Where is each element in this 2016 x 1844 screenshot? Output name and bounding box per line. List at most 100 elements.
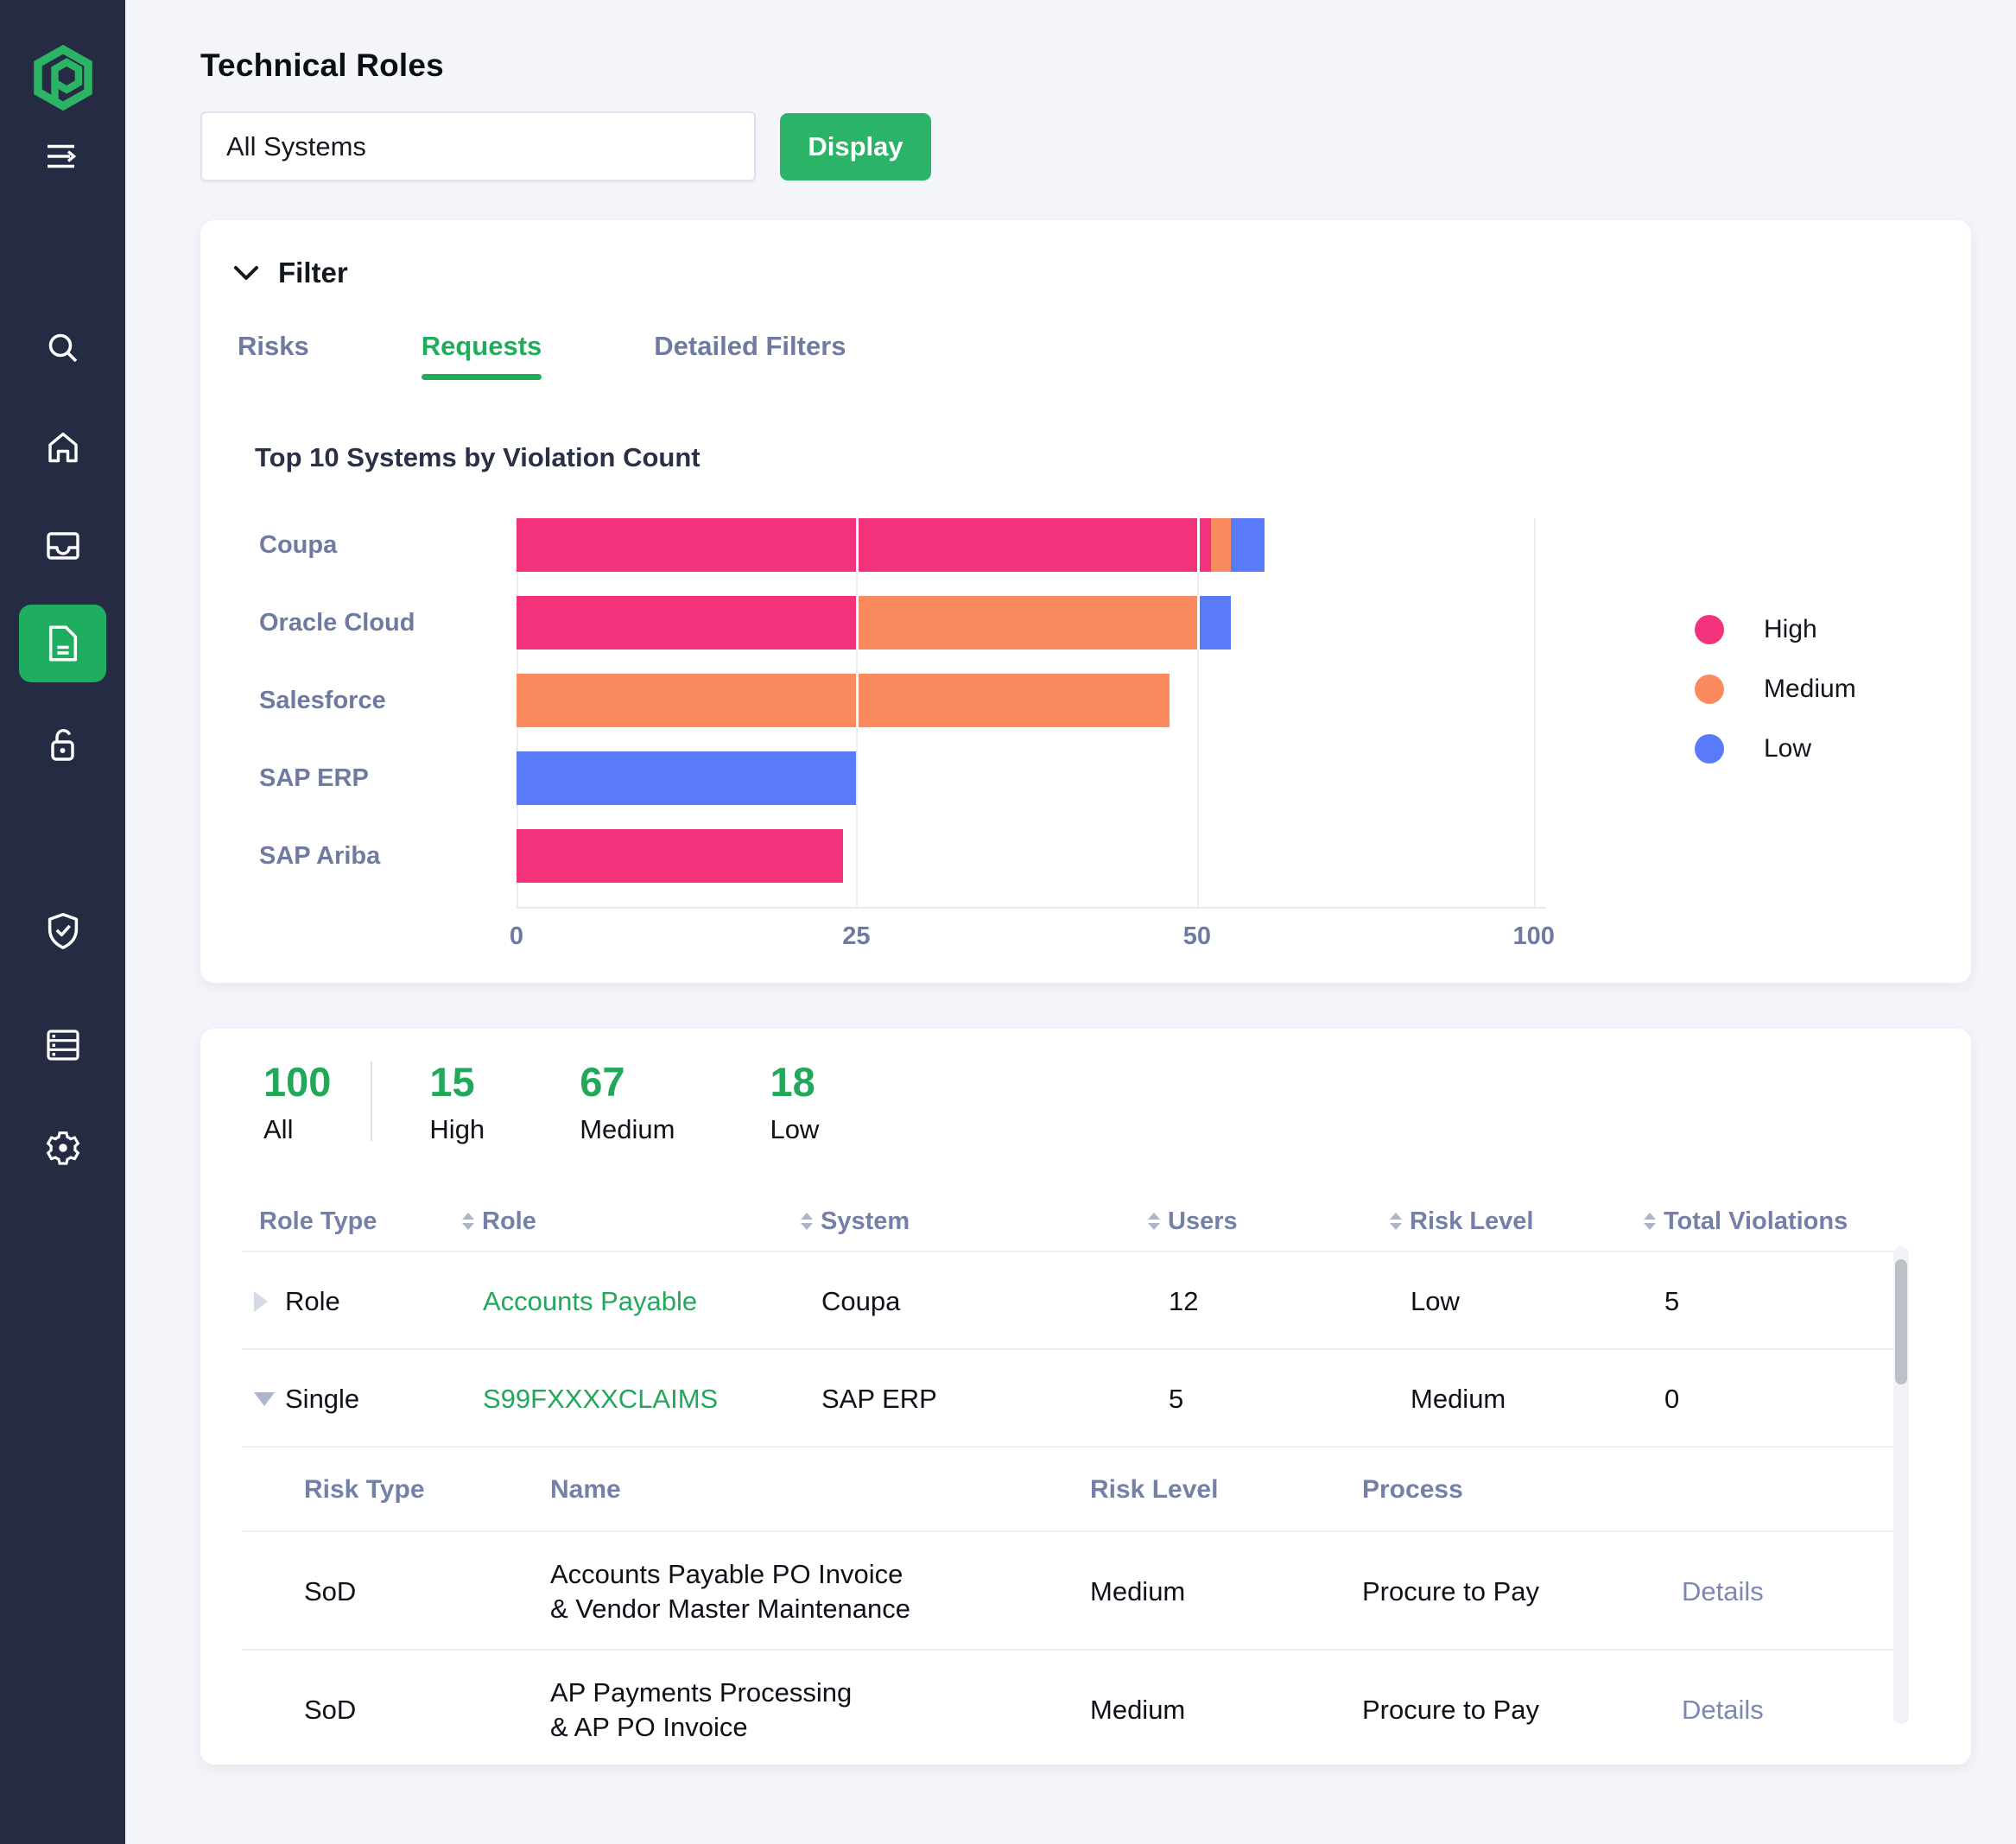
servers-icon[interactable] [45, 1029, 81, 1061]
sort-up-triangle [1644, 1213, 1656, 1220]
column-header-role[interactable]: Role [462, 1207, 801, 1236]
bar-segment-medium [517, 674, 1170, 727]
sort-icon[interactable] [1148, 1213, 1160, 1230]
chart-legend: High Medium Low [1695, 615, 1856, 907]
table-scrollbar-thumb[interactable] [1895, 1259, 1907, 1385]
cell-role-type: Role [285, 1285, 340, 1316]
stat-value: 67 [580, 1059, 625, 1105]
triangle-down-icon [254, 1391, 275, 1406]
stat-label: All [263, 1114, 294, 1144]
details-link[interactable]: Details [1682, 1575, 1764, 1606]
tab-detailed-filters[interactable]: Detailed Filters [654, 331, 846, 380]
stat-low: 18 Low [770, 1058, 819, 1145]
shield-check-icon[interactable] [46, 912, 80, 950]
cell-users: 5 [1169, 1383, 1184, 1414]
chevron-down-icon [233, 265, 259, 281]
cell-role-type: Single [285, 1383, 360, 1414]
chart-category-sap-erp: SAP ERP [259, 764, 369, 792]
triangle-right-icon [254, 1290, 268, 1312]
bar-grid-cut [856, 674, 859, 727]
gridline-50 [1196, 518, 1199, 907]
roles-table-card: 100 All 15 High 67 Medium 18 Low Role Type Role S… [200, 1029, 1971, 1765]
cell-role-link[interactable]: Accounts Payable [483, 1285, 698, 1316]
risk-cell-level: Medium [1090, 1694, 1186, 1725]
display-button[interactable]: Display [780, 112, 931, 181]
table-row[interactable]: Role Accounts Payable Coupa 12 Low 5 [200, 1252, 1971, 1350]
axis-tick-0: 0 [509, 922, 524, 950]
bar-segment-low [1196, 596, 1231, 650]
sort-down-triangle [1390, 1223, 1402, 1230]
sort-icon[interactable] [801, 1213, 813, 1230]
collapse-row-icon[interactable] [254, 1391, 285, 1406]
stat-label: High [429, 1114, 485, 1144]
chart-bar-coupa [517, 518, 1546, 572]
column-header-label: Total Violations [1664, 1207, 1848, 1235]
collapse-menu-icon[interactable] [46, 143, 80, 169]
tab-underline [421, 374, 542, 380]
column-header-system[interactable]: System [801, 1207, 1148, 1236]
sort-icon[interactable] [1644, 1213, 1656, 1230]
stat-value: 15 [429, 1059, 475, 1105]
bar-segment-high [517, 518, 1211, 572]
tab-requests[interactable]: Requests [421, 331, 542, 380]
bar-grid-cut [856, 518, 859, 572]
system-select-input[interactable] [200, 111, 756, 181]
sidebar-item-documents[interactable] [19, 605, 106, 682]
legend-label: High [1764, 615, 1817, 643]
page-title: Technical Roles [200, 48, 444, 83]
inbox-icon[interactable] [46, 531, 80, 561]
bar-segment-medium [856, 596, 1197, 650]
gridline-100 [1533, 518, 1536, 907]
column-header-users[interactable]: Users [1148, 1207, 1390, 1236]
column-header-risk-level[interactable]: Risk Level [1390, 1207, 1644, 1236]
cell-role-link[interactable]: S99FXXXXCLAIMS [483, 1383, 719, 1414]
bar-segment-low [1230, 518, 1265, 572]
sort-up-triangle [462, 1213, 474, 1220]
violations-chart: Coupa Oracle Cloud Salesforce SAP ERP SAP Ar… [200, 518, 1971, 907]
chart-category-sap-ariba: SAP Ariba [259, 841, 381, 870]
tab-risks[interactable]: Risks [238, 331, 309, 380]
column-header-label: System [821, 1207, 910, 1235]
bar-grid-cut [1196, 518, 1200, 572]
risk-cell-name: Accounts Payable PO Invoice & Vendor Mas… [550, 1558, 911, 1624]
stat-divider [371, 1061, 373, 1141]
document-icon [48, 625, 77, 662]
risk-detail-row: SoD Accounts Payable PO Invoice & Vendor … [200, 1532, 1971, 1651]
filter-header-toggle[interactable]: Filter [200, 257, 390, 289]
table-scrollbar[interactable] [1893, 1246, 1909, 1724]
filter-title: Filter [278, 257, 348, 288]
tab-label: Risks [238, 331, 309, 361]
legend-dot-medium [1695, 675, 1724, 704]
column-header-label: Role Type [259, 1207, 377, 1235]
axis-tick-25: 25 [842, 922, 871, 950]
cell-risk-level: Medium [1411, 1383, 1506, 1414]
bar-segment-high [517, 829, 843, 883]
column-header-role-type[interactable]: Role Type [259, 1207, 462, 1236]
bar-grid-cut [1196, 596, 1200, 650]
column-header-label: Role [482, 1207, 536, 1235]
sort-icon[interactable] [462, 1213, 474, 1230]
legend-label: Low [1764, 734, 1812, 763]
unlock-icon[interactable] [46, 727, 80, 764]
home-icon[interactable] [46, 431, 80, 464]
details-link[interactable]: Details [1682, 1694, 1764, 1725]
risk-column-header-risk-type: Risk Type [304, 1475, 425, 1504]
cell-risk-level: Low [1411, 1285, 1460, 1316]
roles-table-header: Role Type Role System Users Risk Level Total … [200, 1190, 1971, 1252]
expand-row-icon[interactable] [254, 1290, 285, 1312]
sort-down-triangle [1148, 1223, 1160, 1230]
summary-stats: 100 All 15 High 67 Medium 18 Low [200, 1058, 1971, 1145]
filter-card: Filter Risks Requests Detailed Filters Top… [200, 220, 1971, 983]
table-row[interactable]: Single S99FXXXXCLAIMS SAP ERP 5 Medium 0 [200, 1350, 1971, 1448]
column-header-total-violations[interactable]: Total Violations [1644, 1207, 1971, 1236]
pathlock-logo-icon [30, 44, 96, 115]
stat-high: 15 High [429, 1058, 485, 1145]
sort-up-triangle [801, 1213, 813, 1220]
chart-category-labels: Coupa Oracle Cloud Salesforce SAP ERP SAP Ar… [200, 518, 517, 907]
stat-value: 100 [263, 1059, 332, 1105]
search-icon[interactable] [46, 331, 80, 365]
settings-gear-icon[interactable] [45, 1130, 81, 1166]
sort-icon[interactable] [1390, 1213, 1402, 1230]
cell-system: Coupa [821, 1285, 901, 1316]
risk-cell-process: Procure to Pay [1362, 1694, 1540, 1725]
